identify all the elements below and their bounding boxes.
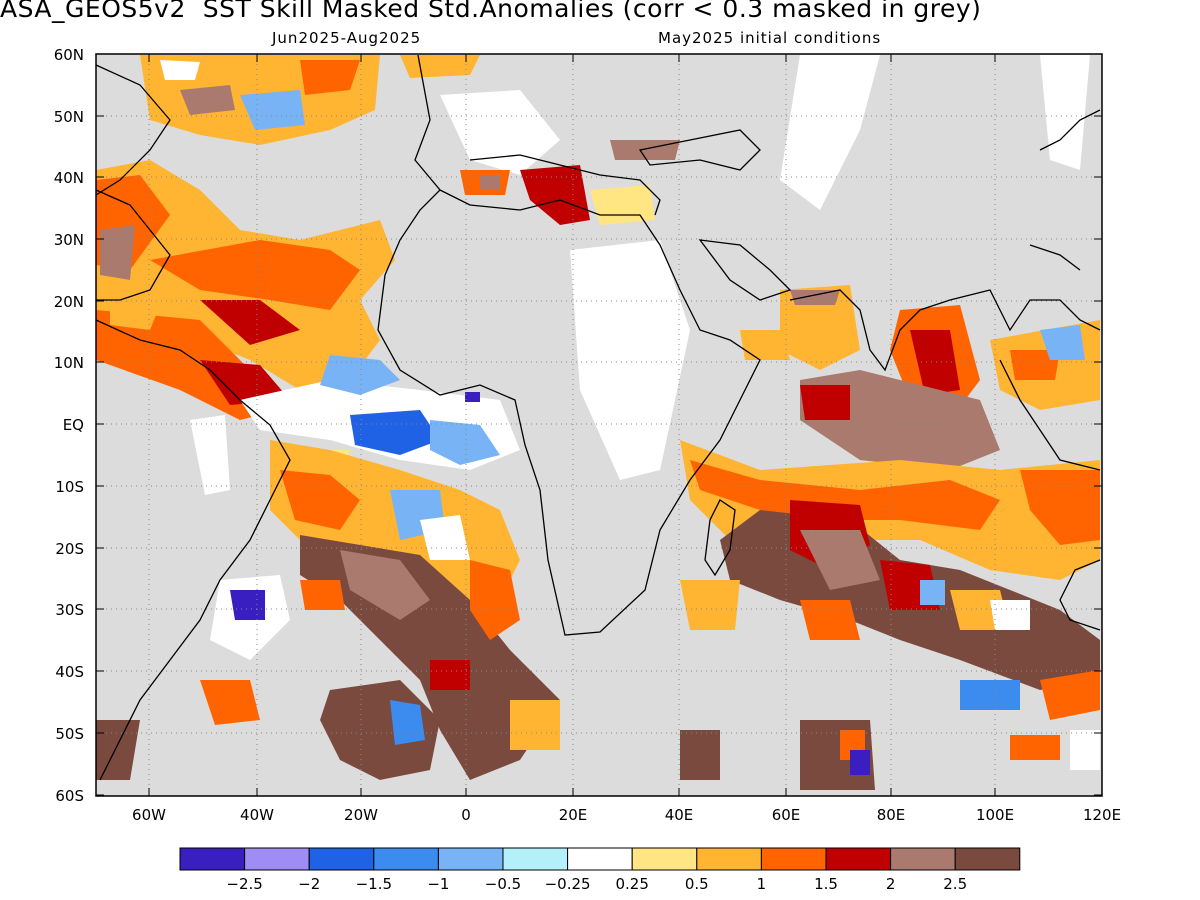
lat-tick-label: 60S bbox=[55, 787, 84, 805]
colorbar-label: 2.5 bbox=[943, 875, 967, 893]
colorbar-swatch bbox=[244, 847, 310, 871]
lat-tick-label: 30N bbox=[54, 231, 84, 249]
colorbar-swatch bbox=[373, 847, 439, 871]
longitude-axis: 60W 40W 20W 0 20E 40E 60E 80E 100E 120E bbox=[132, 806, 1121, 824]
lon-tick-label: 60E bbox=[772, 806, 801, 824]
lon-tick-label: 100E bbox=[976, 806, 1014, 824]
lat-tick-label: EQ bbox=[63, 416, 84, 434]
colorbar-swatch bbox=[890, 847, 956, 871]
colorbar-label: −1.5 bbox=[356, 875, 392, 893]
lat-tick-label: 40S bbox=[55, 663, 84, 681]
plot-frame bbox=[95, 53, 1103, 797]
colorbar-label: −0.5 bbox=[485, 875, 521, 893]
latitude-axis: 60N 50N 40N 30N 20N 10N EQ 10S 20S 30S 40S 50S 60S bbox=[54, 46, 84, 805]
initial-conditions-label: May2025 initial conditions bbox=[658, 29, 882, 47]
lon-tick-label: 120E bbox=[1083, 806, 1121, 824]
coastlines bbox=[96, 54, 1101, 781]
lat-tick-label: 30S bbox=[55, 601, 84, 619]
colorbar: −2.5 −2 −1.5 −1 −0.5 −0.25 0.25 0.5 1 1.5 2 2.5 bbox=[179, 847, 1021, 893]
colorbar-swatch bbox=[696, 847, 762, 871]
lon-tick-label: 20E bbox=[559, 806, 588, 824]
colorbar-swatch bbox=[631, 847, 698, 871]
season-label: Jun2025-Aug2025 bbox=[272, 29, 422, 47]
gridlines bbox=[96, 54, 1102, 796]
colorbar-swatch bbox=[825, 847, 892, 871]
colorbar-swatch bbox=[954, 847, 1021, 871]
lat-tick-label: 50S bbox=[55, 725, 84, 743]
lon-tick-label: 20W bbox=[344, 806, 378, 824]
colorbar-swatch bbox=[308, 847, 375, 871]
lat-tick-label: 50N bbox=[54, 108, 84, 126]
lon-tick-label: 0 bbox=[461, 806, 471, 824]
colorbar-label: −2.5 bbox=[226, 875, 262, 893]
colorbar-label: 1.5 bbox=[814, 875, 838, 893]
colorbar-label: 0.25 bbox=[615, 875, 648, 893]
lon-tick-label: 40E bbox=[665, 806, 694, 824]
lon-tick-label: 60W bbox=[132, 806, 166, 824]
colorbar-swatch bbox=[502, 847, 569, 871]
lon-tick-label: 40W bbox=[240, 806, 274, 824]
colorbar-swatch bbox=[567, 847, 633, 871]
colorbar-swatch bbox=[760, 847, 827, 871]
lat-tick-label: 10N bbox=[54, 354, 84, 372]
map-title: ASA_GEOS5v2 SST Skill Masked Std.Anomali… bbox=[0, 0, 982, 23]
colorbar-label: −0.25 bbox=[545, 875, 591, 893]
lat-tick-label: 10S bbox=[55, 478, 84, 496]
lat-tick-label: 20N bbox=[54, 293, 84, 311]
colorbar-label: 1 bbox=[757, 875, 767, 893]
lat-tick-label: 20S bbox=[55, 540, 84, 558]
colorbar-swatch bbox=[179, 847, 246, 871]
axis-ticks bbox=[96, 53, 1103, 796]
colorbar-swatch bbox=[437, 847, 504, 871]
lat-tick-label: 60N bbox=[54, 46, 84, 64]
lat-tick-label: 40N bbox=[54, 169, 84, 187]
colorbar-label: 2 bbox=[886, 875, 896, 893]
colorbar-label: 0.5 bbox=[685, 875, 709, 893]
colorbar-label: −1 bbox=[427, 875, 449, 893]
lon-tick-label: 80E bbox=[877, 806, 906, 824]
colorbar-label: −2 bbox=[298, 875, 320, 893]
